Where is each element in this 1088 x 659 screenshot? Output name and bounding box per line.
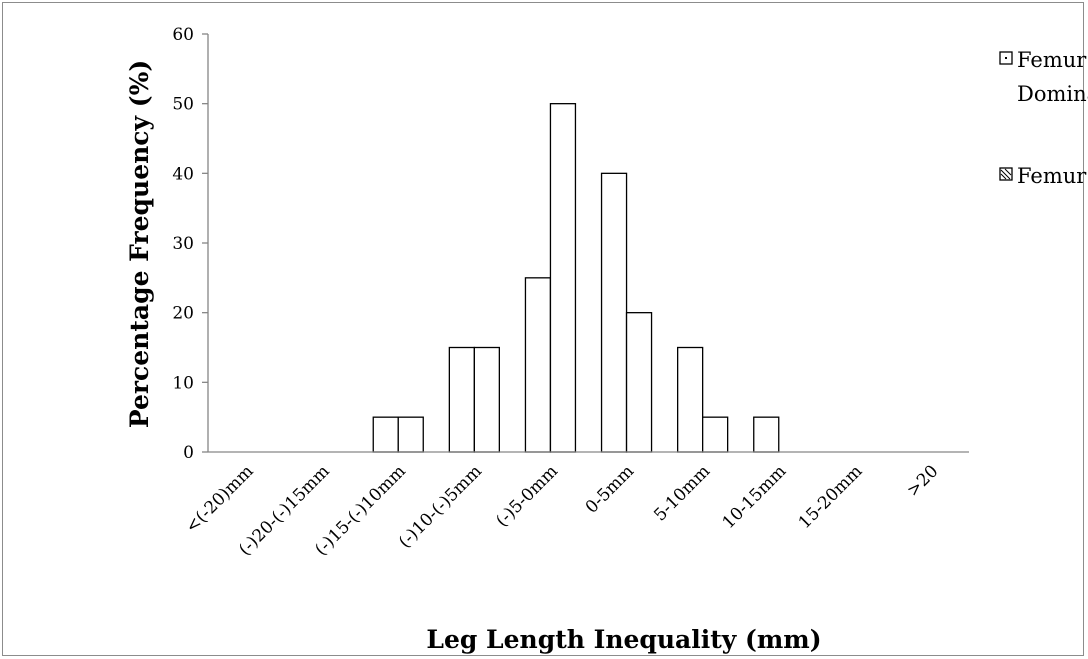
y-tick-label: 20 <box>172 304 194 324</box>
y-tick-label: 10 <box>172 373 194 393</box>
legend-item-femur-non-dominant: Femur Non Dominant <box>999 48 1088 106</box>
y-tick-label: 60 <box>172 25 194 45</box>
y-tick-label: 40 <box>172 164 194 184</box>
bar-femur-non-dominant <box>677 346 704 453</box>
legend-hatch-1 <box>1000 169 1011 180</box>
bar-femur-dominant <box>473 346 501 453</box>
x-tick-label: (-)5-0mm <box>492 461 562 531</box>
x-tick-label: 10-15mm <box>719 461 791 533</box>
legend-label-1a: Femur Non <box>1017 48 1088 72</box>
bar-femur-non-dominant <box>524 277 552 453</box>
bar-femur-dominant <box>625 312 653 453</box>
x-axis-tick-labels: <(-20)mm(-)20-(-)15mm(-)15-(-)10mm(-)10-… <box>182 461 943 559</box>
bar-femur-non-dominant <box>448 346 476 453</box>
x-axis-title: Leg Length Inequality (mm) <box>426 625 821 654</box>
legend-label-1b: Dominant <box>1017 82 1088 106</box>
legend-hatch-3 <box>1004 168 1012 176</box>
bars <box>372 103 780 453</box>
legend-swatch-dot <box>1005 57 1007 59</box>
y-axis-title: Percentage Frequency (%) <box>125 60 154 428</box>
y-tick-label: 0 <box>183 443 194 463</box>
bar-femur-dominant <box>397 416 424 453</box>
legend-label-2: Femur Dominant <box>1017 164 1088 188</box>
x-tick-label: 15-20mm <box>795 461 867 533</box>
bar-femur-dominant <box>549 103 577 453</box>
x-tick-label: 5-10mm <box>650 461 714 525</box>
x-tick-label: >20 <box>903 461 943 501</box>
x-tick-label: 0-5mm <box>582 461 638 517</box>
y-axis-ticks: 0 10 20 30 40 50 60 <box>172 25 208 463</box>
legend-item-femur-dominant: Femur Dominant <box>999 164 1088 188</box>
bar-femur-non-dominant <box>372 416 399 453</box>
y-tick-label: 30 <box>172 234 194 254</box>
y-tick-label: 50 <box>172 95 194 115</box>
legend-hatch-2 <box>1000 173 1007 180</box>
legend-swatch-hatched <box>999 167 1013 181</box>
bar-femur-dominant <box>702 416 729 453</box>
x-tick-label: <(-20)mm <box>182 461 258 537</box>
bar-femur-non-dominant <box>600 172 628 453</box>
bar-femur-non-dominant <box>753 416 780 453</box>
legend: Femur Non Dominant Femur Dominant <box>999 48 1088 188</box>
